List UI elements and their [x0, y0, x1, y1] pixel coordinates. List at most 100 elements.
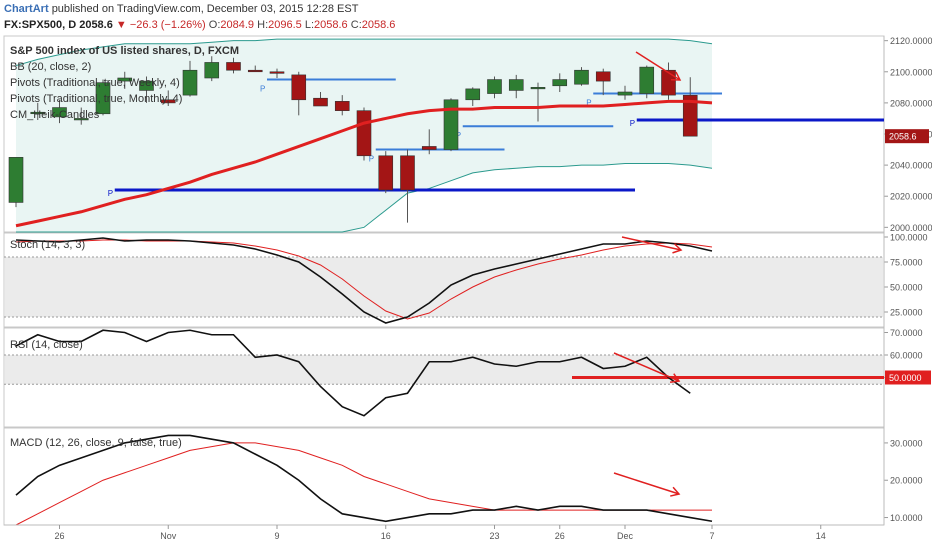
- price-ytick-label: 2040.0000: [890, 161, 932, 171]
- brand-logo[interactable]: ChartArt: [4, 3, 49, 15]
- publish-header: ChartArt published on TradingView.com, D…: [4, 3, 358, 15]
- candle-body: [8, 157, 24, 203]
- symbol-bar: FX:SPX500, D 2058.6 ▼ −26.3 (−1.26%) O:2…: [4, 19, 395, 31]
- publish-info: published on TradingView.com, December 0…: [51, 3, 359, 15]
- pivot-marker: P: [369, 155, 374, 164]
- rsi-trend-arrow-head: [669, 373, 681, 383]
- price-ytick-label: 2000.0000: [890, 223, 932, 233]
- candle-body: [421, 146, 437, 150]
- pivot-marker: P: [456, 131, 461, 140]
- last-price: 2058.6: [79, 19, 113, 31]
- price-ytick-label: 2100.0000: [890, 67, 932, 77]
- candle-body: [334, 101, 350, 111]
- candle-body: [617, 91, 633, 96]
- rsi-band: [5, 355, 883, 385]
- candle-body: [595, 71, 611, 82]
- price-trend-arrow-head: [670, 71, 682, 81]
- macd-trend-arrow: [613, 472, 680, 495]
- candle-body: [682, 94, 698, 137]
- open-label: O:: [208, 19, 221, 31]
- stoch-title: Stoch (14, 3, 3): [10, 239, 85, 251]
- candle-body: [95, 82, 111, 115]
- stoch-ytick-label: 75.0000: [890, 258, 923, 268]
- open-value: 2084.9: [220, 19, 255, 31]
- rsi-line: [15, 329, 691, 417]
- price-ytick-label: 2080.0000: [890, 98, 932, 108]
- candle-body: [530, 87, 546, 90]
- close-value: 2058.6: [361, 19, 396, 31]
- pivot-marker: P: [108, 189, 113, 198]
- main-chart-title: S&P 500 index of US listed shares, D, FX…: [10, 45, 239, 57]
- rsi-level-tag: [885, 370, 931, 385]
- candle-body: [552, 79, 568, 87]
- bb-upper-line: [15, 38, 713, 67]
- rsi-trend-arrow: [613, 352, 680, 382]
- time-tick-label: 26: [54, 531, 64, 541]
- pivot-marker: P: [586, 99, 591, 108]
- bb-basis-line: [15, 99, 713, 228]
- candle-body: [487, 79, 502, 94]
- candle-body: [182, 69, 198, 96]
- macd-ytick-label: 10.0000: [890, 513, 923, 523]
- stoch-band: [5, 257, 883, 317]
- time-tick-label: 26: [555, 531, 565, 541]
- candle-body: [356, 110, 372, 157]
- stoch-trend-arrow: [621, 236, 682, 251]
- time-tick-label: Nov: [160, 531, 177, 541]
- indicator-legend-entry: Pivots (Traditional, true, Weekly, 4): [10, 77, 180, 89]
- candle-body: [269, 71, 285, 74]
- candle-body: [313, 97, 328, 107]
- candle-body: [160, 99, 176, 104]
- time-tick-label: 7: [709, 531, 714, 541]
- candle-body: [139, 80, 154, 91]
- candle-body: [30, 111, 46, 115]
- time-tick-label: 9: [274, 531, 279, 541]
- high-label: H:: [257, 19, 269, 31]
- candle-body: [639, 66, 655, 94]
- low-value: 2058.6: [314, 19, 348, 31]
- high-value: 2096.5: [268, 19, 302, 31]
- pivot-marker: P: [260, 85, 265, 94]
- rsi-level-label: 50.0000: [889, 373, 922, 383]
- candle-body: [378, 155, 394, 191]
- price-change: −26.3 (−1.26%): [129, 19, 206, 31]
- candle-body: [226, 62, 241, 71]
- indicator-legend-entry: Pivots (Traditional, true, Monthly, 4): [10, 93, 182, 105]
- symbol-label[interactable]: FX:SPX500, D: [4, 19, 77, 31]
- time-tick-label: Dec: [617, 531, 634, 541]
- pivot-marker: P: [630, 119, 635, 128]
- stoch-ytick-label: 100.0000: [890, 233, 928, 243]
- low-label: L:: [304, 19, 315, 31]
- last-price-tag: [885, 129, 929, 144]
- rsi-title: RSI (14, close): [10, 339, 83, 351]
- stoch-ytick-label: 50.0000: [890, 283, 923, 293]
- rsi-ytick-label: 60.0000: [890, 351, 923, 361]
- macd-title: MACD (12, 26, close, 9, false, true): [10, 437, 182, 449]
- candle-body: [204, 62, 220, 79]
- macd-line: [15, 434, 713, 523]
- macd-ytick-label: 30.0000: [890, 438, 923, 448]
- candle-body: [508, 79, 524, 91]
- indicator-legend-entry: BB (20, close, 2): [10, 61, 91, 73]
- price-ytick-label: 2020.0000: [890, 192, 932, 202]
- candle-body: [443, 99, 459, 150]
- candle-body: [465, 88, 481, 101]
- candle-body: [661, 69, 676, 96]
- stoch-k-line: [15, 237, 713, 324]
- stoch-ytick-label: 25.0000: [890, 308, 923, 318]
- stoch-trend-arrow-head: [672, 243, 683, 254]
- bb-lower-line: [16, 163, 713, 233]
- time-tick-label: 14: [816, 531, 826, 541]
- candle-body: [291, 74, 307, 101]
- candle-body: [73, 118, 89, 121]
- candle-body: [400, 155, 415, 191]
- price-ytick-label: 2120.0000: [890, 36, 932, 46]
- last-price-tag-label: 2058.6: [889, 132, 917, 142]
- down-triangle-icon: ▼: [115, 19, 127, 31]
- rsi-ytick-label: 70.0000: [890, 328, 923, 338]
- candle-body: [247, 69, 263, 73]
- macd-ytick-label: 20.0000: [890, 476, 923, 486]
- time-tick-label: 23: [489, 531, 499, 541]
